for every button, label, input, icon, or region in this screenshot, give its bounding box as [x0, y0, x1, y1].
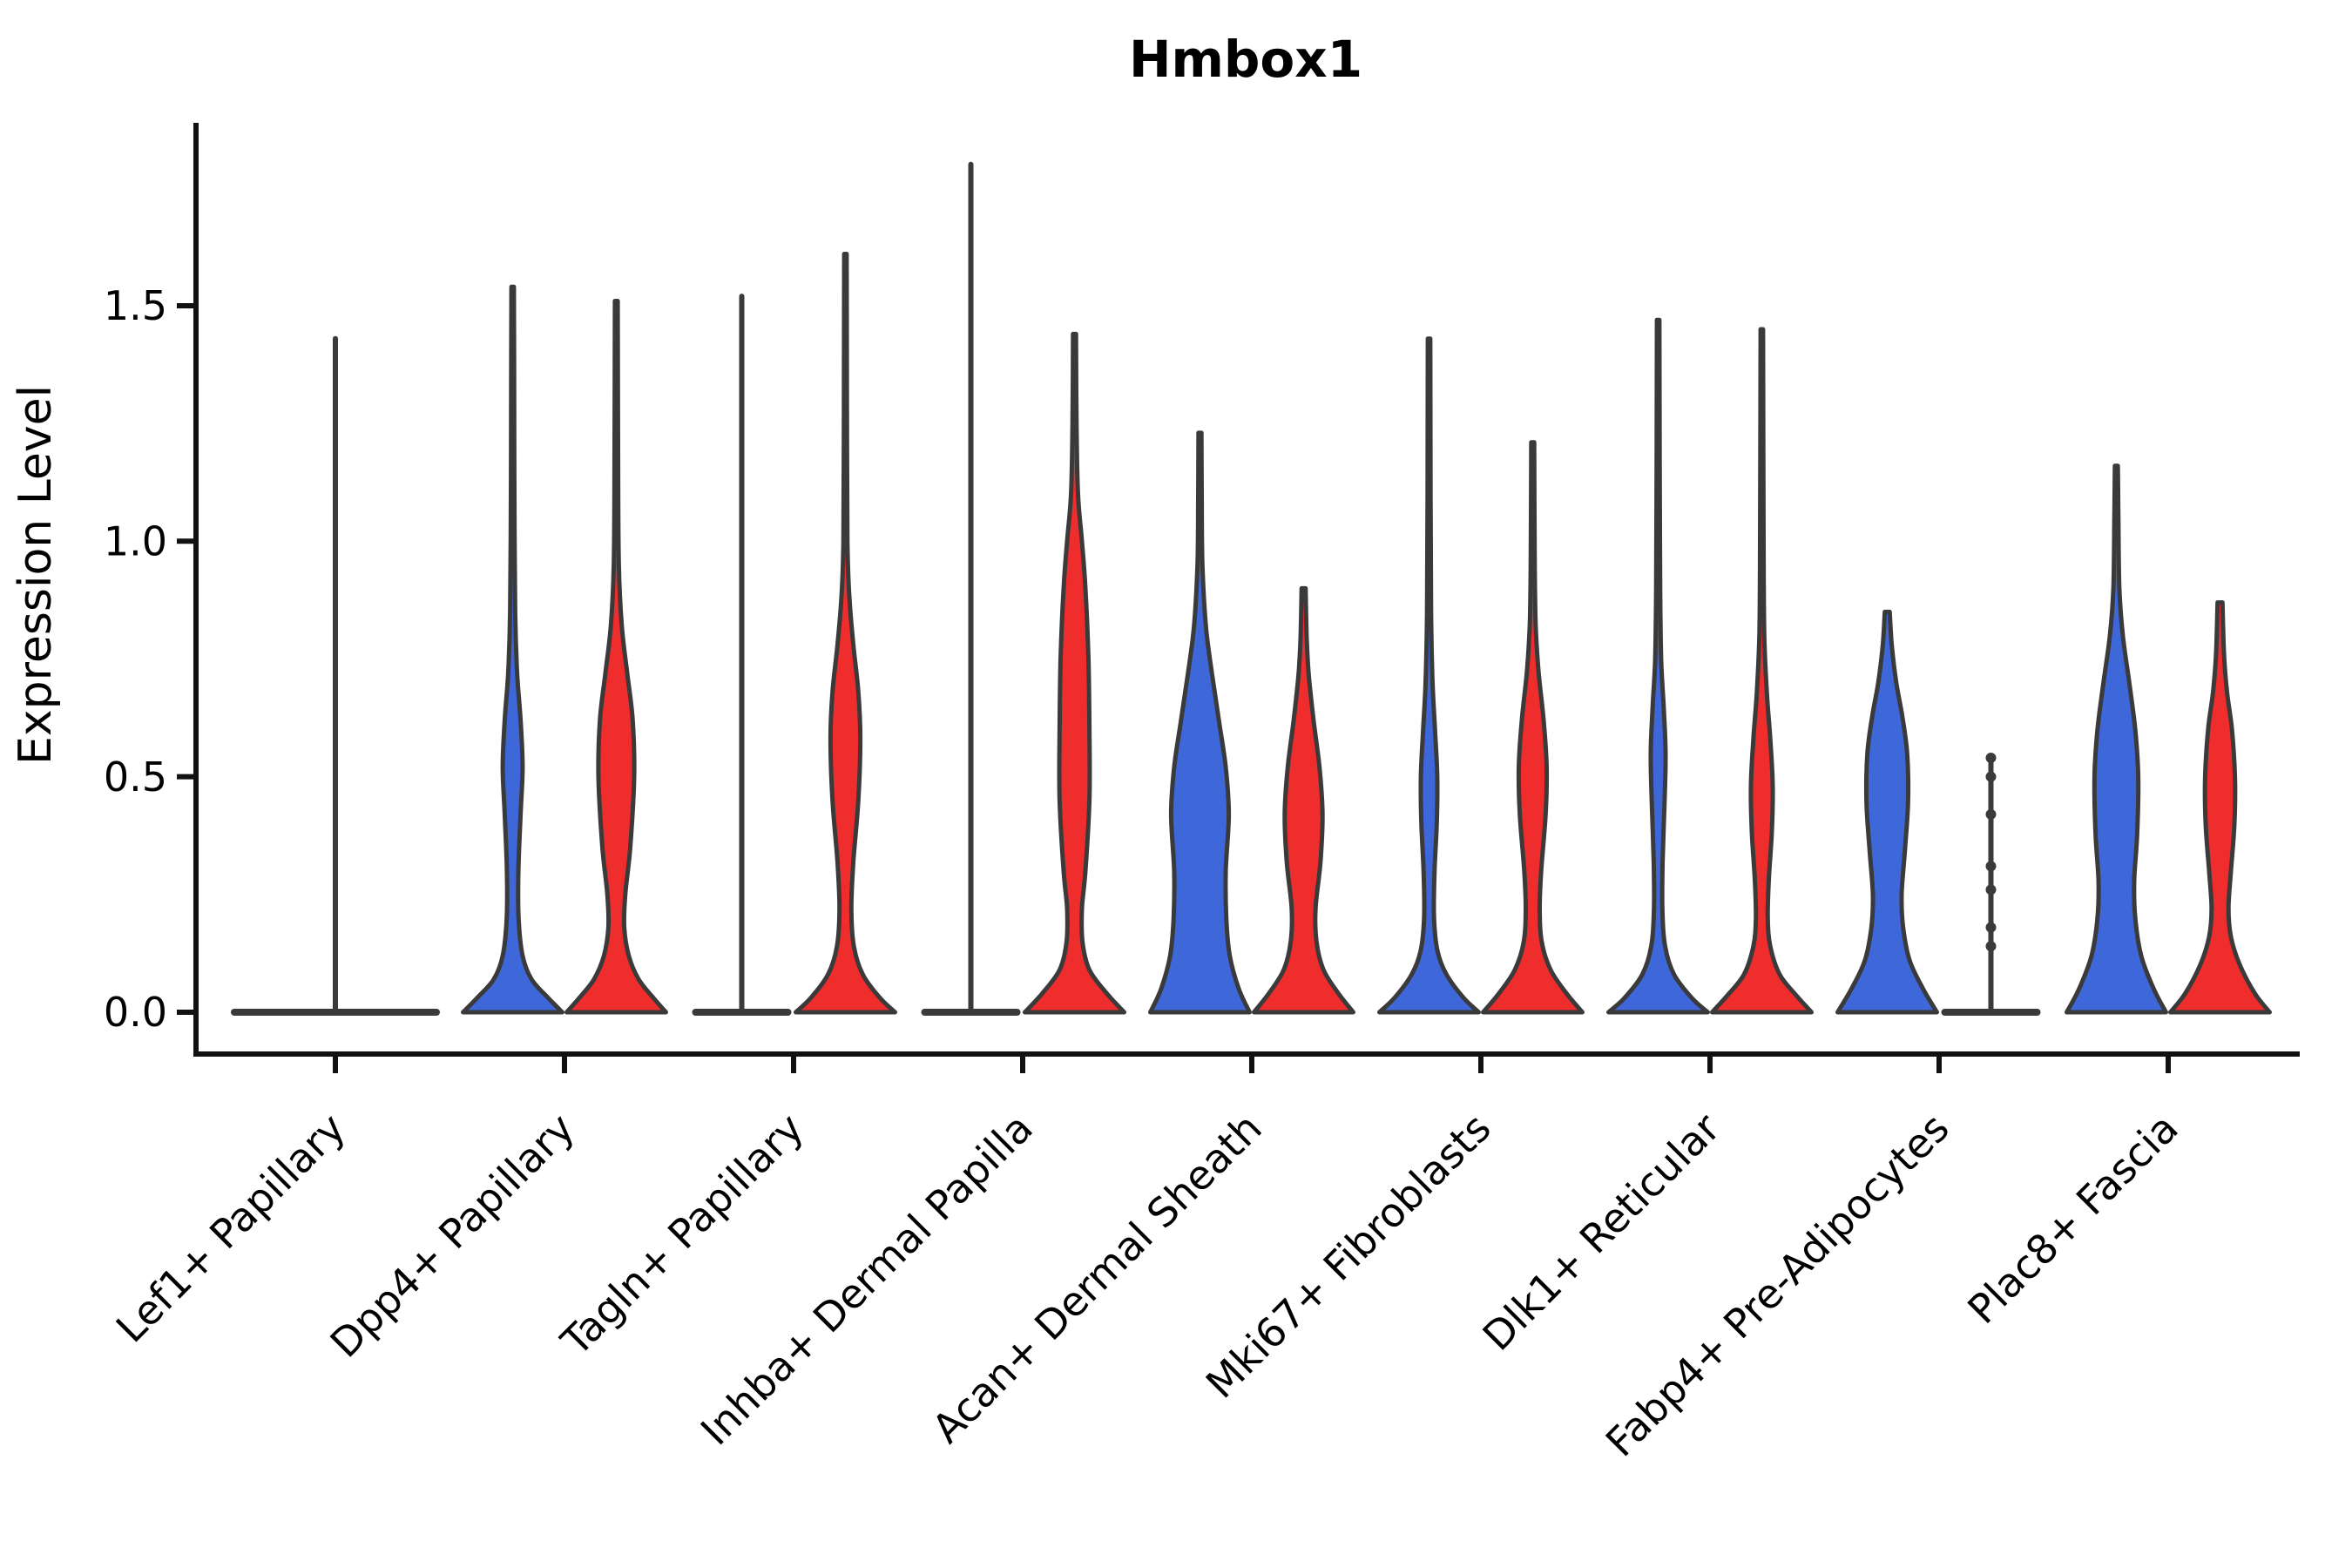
y-tick-label: 0.5 — [104, 754, 167, 801]
x-tick-label-dlk1-reticular: Dlk1+ Reticular — [1474, 1105, 1729, 1360]
violin-inhba-dermal-papilla-red — [1023, 331, 1126, 1015]
violin-dot-fabp4-pre-adipocytes — [1985, 861, 1997, 872]
violin-dpp4-papillary-blue — [461, 284, 564, 1015]
violins-layer — [231, 161, 2272, 1016]
violin-dpp4-papillary-red — [564, 299, 668, 1015]
violin-plac8-fascia-blue — [2065, 463, 2168, 1015]
violin-dlk1-reticular-red — [1710, 327, 1814, 1015]
violin-dot-fabp4-pre-adipocytes — [1985, 922, 1997, 933]
violin-fabp4-pre-adipocytes-blue — [1835, 609, 1939, 1015]
x-tick-label-plac8-fascia: Plac8+ Fascia — [1958, 1105, 2186, 1333]
violin-dot-fabp4-pre-adipocytes — [1985, 771, 1997, 782]
violin-dot-fabp4-pre-adipocytes — [1985, 941, 1997, 952]
x-tick-label-dpp4-papillary: Dpp4+ Papillary — [321, 1105, 584, 1367]
violin-acan-dermal-sheath-red — [1252, 585, 1355, 1015]
violin-plac8-fascia-red — [2168, 600, 2272, 1015]
violin-dlk1-reticular-blue — [1606, 317, 1710, 1015]
violin-dot-fabp4-pre-adipocytes — [1985, 808, 1997, 820]
violin-tagln-papillary-red — [794, 252, 897, 1015]
y-axis-label: Expression Level — [10, 385, 62, 765]
violin-mki67-fibroblasts-blue — [1377, 336, 1481, 1015]
violin-mki67-fibroblasts-red — [1481, 440, 1585, 1015]
y-tick-label: 0.0 — [104, 989, 167, 1036]
violin-acan-dermal-sheath-blue — [1148, 430, 1252, 1015]
y-tick-label: 1.0 — [104, 517, 167, 564]
violin-dot-fabp4-pre-adipocytes — [1985, 884, 1997, 896]
x-tick-label-lef1-papillary: Lef1+ Papillary — [107, 1105, 355, 1352]
y-tick-label: 1.5 — [104, 282, 167, 329]
x-tick-label-tagln-papillary: Tagln+ Papillary — [551, 1105, 813, 1366]
plot-title: Hmbox1 — [1129, 30, 1362, 89]
violin-dot-fabp4-pre-adipocytes — [1985, 753, 1997, 764]
